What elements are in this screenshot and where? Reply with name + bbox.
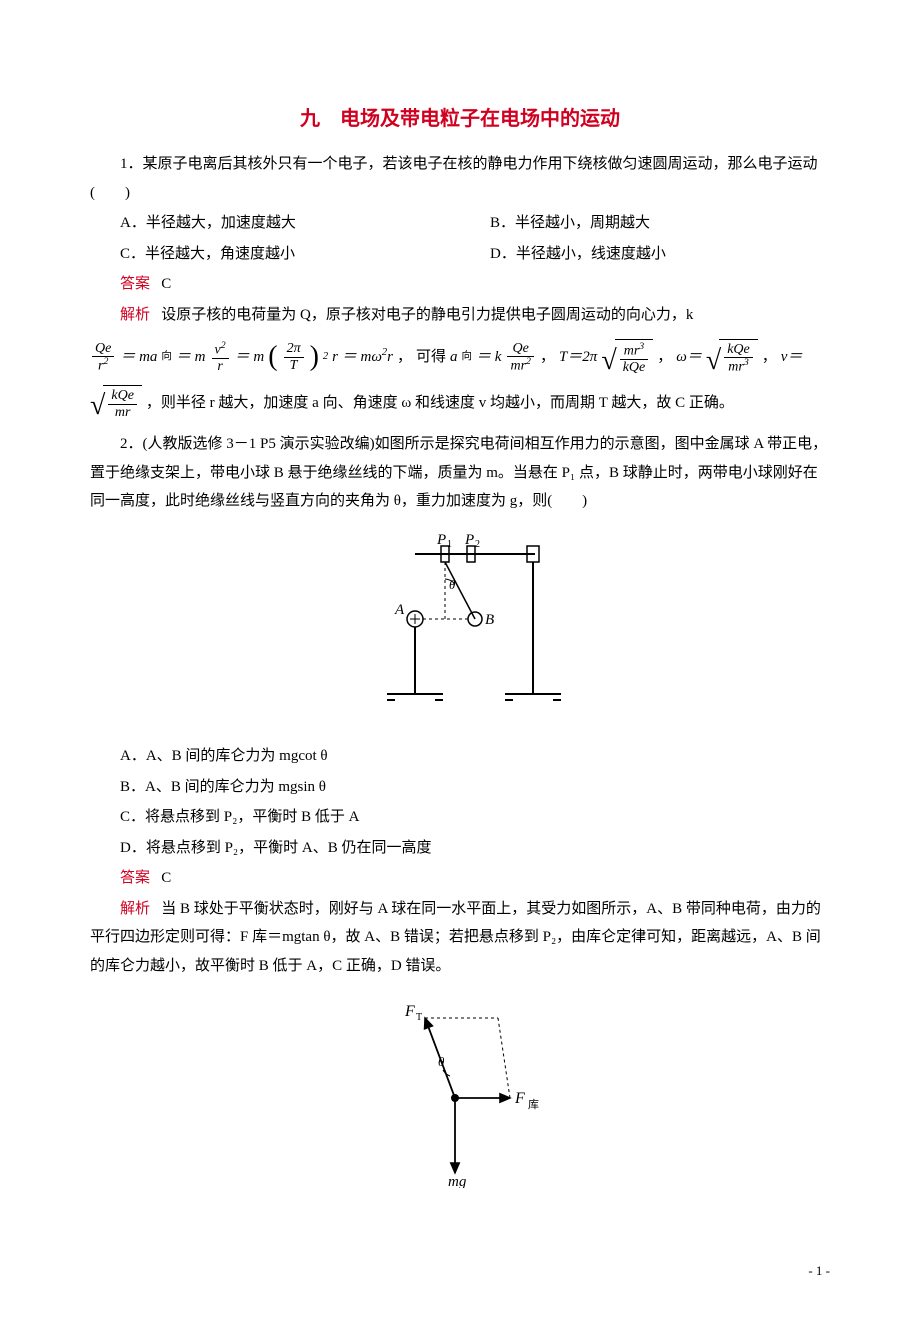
svg-text:P: P bbox=[464, 534, 474, 548]
svg-text:库: 库 bbox=[528, 1098, 539, 1111]
q2-option-b: B．A、B 间的库仑力为 mgsin θ bbox=[90, 773, 830, 802]
q1-option-a: A．半径越大，加速度越大 bbox=[90, 209, 460, 238]
svg-text:F: F bbox=[514, 1090, 525, 1107]
svg-text:B: B bbox=[485, 612, 494, 628]
svg-text:2: 2 bbox=[475, 539, 480, 550]
q2-figure-2: F T F 库 mg θ bbox=[90, 998, 830, 1199]
q2-option-d: D．将悬点移到 P₂，平衡时 A、B 仍在同一高度 bbox=[90, 834, 830, 863]
q2-stem: 2．(人教版选修 3－1 P5 演示实验改编)如图所示是探究电荷间相互作用力的示… bbox=[90, 430, 830, 516]
svg-text:1: 1 bbox=[447, 539, 452, 550]
q1-option-d: D．半径越小，线速度越小 bbox=[460, 240, 830, 269]
svg-text:P: P bbox=[436, 534, 446, 548]
q2-figure-1: P1 P2 A B θ bbox=[90, 534, 830, 725]
page-number: - 1 - bbox=[90, 1259, 830, 1284]
svg-text:θ: θ bbox=[438, 1054, 445, 1069]
page-title: 九 电场及带电粒子在电场中的运动 bbox=[90, 100, 830, 138]
svg-text:A: A bbox=[394, 602, 405, 618]
q1-formula: Qer2 ＝ ma向 ＝ m v2r ＝ m ( 2πT )2r ＝ mω2r，… bbox=[90, 339, 830, 375]
explain-label: 解析 bbox=[120, 901, 150, 917]
q1-stem: 1．某原子电离后其核外只有一个电子，若该电子在核的静电力作用下绕核做匀速圆周运动… bbox=[90, 150, 830, 207]
q1-options-row2: C．半径越大，角速度越小 D．半径越小，线速度越小 bbox=[90, 240, 830, 269]
answer-label: 答案 bbox=[120, 276, 150, 292]
q2-explain-text: 当 B 球处于平衡状态时，刚好与 A 球在同一水平面上，其受力如图所示，A、B … bbox=[90, 901, 821, 974]
svg-text:F: F bbox=[404, 1003, 415, 1020]
svg-text:T: T bbox=[416, 1012, 422, 1023]
q1-option-b: B．半径越小，周期越大 bbox=[460, 209, 830, 238]
q1-explain-intro: 解析 设原子核的电荷量为 Q，原子核对电子的静电引力提供电子圆周运动的向心力，k bbox=[90, 301, 830, 330]
svg-text:mg: mg bbox=[448, 1174, 467, 1188]
q2-option-c: C．将悬点移到 P₂，平衡时 B 低于 A bbox=[90, 803, 830, 832]
q1-answer-line: 答案 C bbox=[90, 270, 830, 299]
q2-answer: C bbox=[161, 870, 171, 886]
q1-answer: C bbox=[161, 276, 171, 292]
q1-explain-tail: ，则半径 r 越大，加速度 a 向、角速度 ω 和线速度 v 均越小，而周期 T… bbox=[146, 389, 734, 418]
explain-label: 解析 bbox=[120, 307, 150, 323]
q2-answer-line: 答案 C bbox=[90, 864, 830, 893]
answer-label: 答案 bbox=[120, 870, 150, 886]
q1-explain-text: 设原子核的电荷量为 Q，原子核对电子的静电引力提供电子圆周运动的向心力，k bbox=[161, 307, 693, 323]
q1-formula-2: √kQemr ，则半径 r 越大，加速度 a 向、角速度 ω 和线速度 v 均越… bbox=[90, 385, 830, 420]
q1-option-c: C．半径越大，角速度越小 bbox=[90, 240, 460, 269]
q1-options-row1: A．半径越大，加速度越大 B．半径越小，周期越大 bbox=[90, 209, 830, 238]
svg-text:θ: θ bbox=[449, 577, 456, 592]
q2-explain: 解析 当 B 球处于平衡状态时，刚好与 A 球在同一水平面上，其受力如图所示，A… bbox=[90, 895, 830, 981]
q2-option-a: A．A、B 间的库仑力为 mgcot θ bbox=[90, 742, 830, 771]
